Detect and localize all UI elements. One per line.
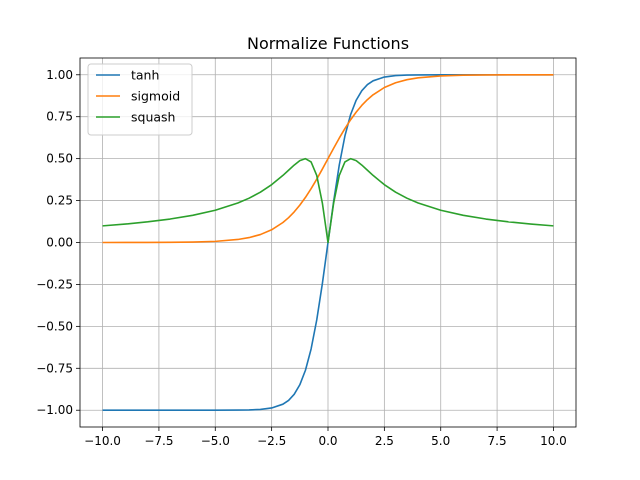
- y-tick-label: −0.75: [36, 361, 73, 375]
- legend-label-squash: squash: [131, 110, 175, 125]
- series-layer: [102, 73, 554, 412]
- y-tick-label: 0.25: [46, 194, 73, 208]
- series-line-squash: [102, 157, 554, 244]
- legend: tanh sigmoid squash: [87, 63, 193, 136]
- legend-label-sigmoid: sigmoid: [131, 89, 180, 104]
- x-tick-label: −7.5: [144, 434, 173, 448]
- y-tick-label: −1.00: [36, 403, 73, 417]
- x-tick-label: 7.5: [488, 434, 507, 448]
- y-tick-label: 0.75: [46, 110, 73, 124]
- x-tick-label: −10.0: [84, 434, 121, 448]
- x-tick-label: 5.0: [431, 434, 450, 448]
- x-tick-label: −5.0: [201, 434, 230, 448]
- y-tick-label: 0.00: [46, 236, 73, 250]
- x-tick-label: −2.5: [257, 434, 286, 448]
- y-tick-label: 0.50: [46, 152, 73, 166]
- chart-title: Normalize Functions: [247, 34, 409, 53]
- x-tick-label: 2.5: [375, 434, 394, 448]
- legend-label-tanh: tanh: [131, 68, 159, 83]
- x-tick-label: 10.0: [540, 434, 567, 448]
- ticks: −10.0 −7.5 −5.0 −2.5 0.0 2.5 5.0 7.5 10.0 1.00 0.7…: [36, 68, 567, 448]
- y-tick-label: −0.25: [36, 277, 73, 291]
- y-tick-label: −0.50: [36, 319, 73, 333]
- y-tick-label: 1.00: [46, 68, 73, 82]
- series-line-sigmoid: [102, 73, 554, 244]
- x-tick-label: 0.0: [318, 434, 337, 448]
